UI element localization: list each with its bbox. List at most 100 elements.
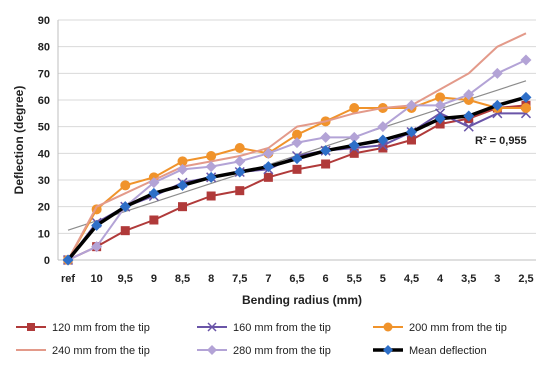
data-point xyxy=(348,139,360,151)
data-point xyxy=(234,155,246,167)
x-axis-title: Bending radius (mm) xyxy=(242,293,362,307)
data-point xyxy=(348,131,360,143)
data-point xyxy=(235,186,245,196)
legend-label: 240 mm from the tip xyxy=(52,345,150,357)
data-point xyxy=(405,126,417,138)
x-tick-label: 9,5 xyxy=(118,273,133,285)
series xyxy=(62,91,532,266)
x-tick-label: 5 xyxy=(380,273,386,285)
data-point xyxy=(406,135,416,145)
data-point xyxy=(463,89,475,101)
x-tick-label: 10 xyxy=(91,273,103,285)
series xyxy=(67,32,527,261)
legend: 120 mm from the tip 160 mm from the tip 20… xyxy=(16,322,507,357)
data-point xyxy=(262,161,274,173)
x-tick-label: 7 xyxy=(265,273,271,285)
data-point xyxy=(435,92,446,103)
data-point xyxy=(205,171,217,183)
x-tick-label: ref xyxy=(61,273,75,285)
data-point xyxy=(234,166,246,178)
data-point xyxy=(349,148,359,158)
x-tick-label: 7,5 xyxy=(232,273,247,285)
data-point xyxy=(119,201,131,213)
legend-label: 280 mm from the tip xyxy=(233,345,331,357)
data-point xyxy=(321,159,331,169)
legend-item: Mean deflection xyxy=(373,345,487,357)
y-tick-label: 80 xyxy=(38,42,50,54)
data-point xyxy=(62,254,74,266)
legend-item: 280 mm from the tip xyxy=(197,345,331,357)
data-point xyxy=(207,345,217,355)
y-tick-label: 70 xyxy=(38,68,50,80)
series-line xyxy=(67,32,527,261)
x-tick-label: 2,5 xyxy=(518,273,533,285)
x-tick-label: 8,5 xyxy=(175,273,190,285)
data-point xyxy=(377,121,389,133)
y-tick-label: 20 xyxy=(38,202,50,214)
data-point xyxy=(234,143,245,153)
data-point xyxy=(148,187,160,199)
x-tick-label: 6,5 xyxy=(289,273,304,285)
legend-label: 200 mm from the tip xyxy=(409,322,507,334)
data-point xyxy=(378,143,388,153)
y-tick-label: 30 xyxy=(38,175,50,187)
series xyxy=(63,100,531,265)
data-point xyxy=(520,103,531,113)
data-point xyxy=(405,99,417,111)
legend-item: 120 mm from the tip xyxy=(16,322,150,334)
legend-item: 200 mm from the tip xyxy=(373,322,507,334)
legend-label: 120 mm from the tip xyxy=(52,322,150,334)
data-point xyxy=(291,153,303,165)
data-point xyxy=(291,137,303,149)
y-axis-title: Deflection (degree) xyxy=(12,86,26,195)
data-point xyxy=(149,215,159,225)
data-point xyxy=(91,219,103,231)
data-point xyxy=(434,99,446,111)
series-lines xyxy=(62,32,532,266)
legend-label: 160 mm from the tip xyxy=(233,322,331,334)
data-point xyxy=(120,226,130,236)
x-tick-labels: ref 10 9,5 9 8,5 8 7,5 7 6,5 6 5,5 5 4,5 4 3,5 3 2,5 xyxy=(61,273,534,285)
x-tick-label: 4,5 xyxy=(404,273,419,285)
data-point xyxy=(349,103,360,113)
data-point xyxy=(520,54,532,66)
data-point xyxy=(91,241,103,253)
data-point xyxy=(491,67,503,79)
y-tick-label: 40 xyxy=(38,148,50,160)
data-point xyxy=(383,345,393,355)
y-tick-label: 50 xyxy=(38,122,50,134)
data-point xyxy=(320,145,332,157)
data-point xyxy=(177,179,189,191)
x-tick-label: 3 xyxy=(494,273,500,285)
data-point xyxy=(292,129,302,140)
x-tick-label: 8 xyxy=(208,273,214,285)
data-point xyxy=(148,177,160,189)
x-tick-label: 3,5 xyxy=(461,273,476,285)
data-point xyxy=(207,322,217,332)
data-point xyxy=(205,161,217,173)
data-point xyxy=(434,113,446,125)
data-point xyxy=(178,202,188,212)
data-point xyxy=(262,147,274,159)
data-point xyxy=(206,151,217,161)
y-tick-labels: 0 10 20 30 40 50 60 70 80 90 xyxy=(38,15,50,267)
legend-item: 240 mm from the tip xyxy=(16,345,150,357)
x-tick-label: 5,5 xyxy=(347,273,362,285)
data-point xyxy=(263,172,273,182)
y-tick-label: 90 xyxy=(38,15,50,27)
data-point xyxy=(206,191,216,201)
y-tick-label: 60 xyxy=(38,95,50,107)
data-point xyxy=(177,163,189,175)
x-tick-label: 9 xyxy=(151,273,157,285)
y-tick-label: 10 xyxy=(38,228,50,240)
r-squared-annotation: R² = 0,955 xyxy=(475,135,527,147)
y-tick-label: 0 xyxy=(44,255,50,267)
data-point xyxy=(377,134,389,146)
data-point xyxy=(463,121,474,132)
data-point xyxy=(177,156,188,167)
data-point xyxy=(120,180,131,191)
data-point xyxy=(27,323,35,331)
x-tick-label: 6 xyxy=(323,273,329,285)
legend-item: 160 mm from the tip xyxy=(197,322,331,334)
